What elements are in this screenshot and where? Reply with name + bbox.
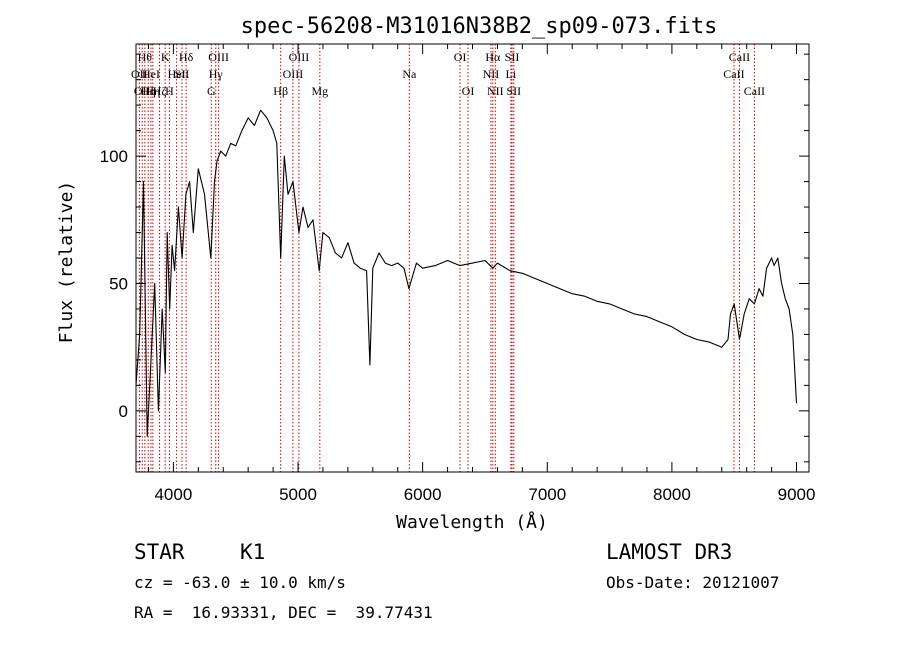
line-label-23: Hα [485,50,501,64]
line-label-20: OI [454,50,467,64]
line-label-10: SII [175,67,190,81]
spectrum-line [135,109,798,437]
y-tick-label-0: 0 [119,402,128,421]
line-label-25: Li [506,67,517,81]
line-label-5: Hη [145,84,160,98]
line-label-17: OIII [289,50,310,64]
y-tick-label-2: 100 [100,147,128,166]
line-label-30: CaII [744,84,765,98]
line-label-4: HeI [142,67,160,81]
x-tick-label-3: 7000 [528,485,566,504]
line-label-24: NII [487,84,504,98]
line-label-8: H [165,84,174,98]
line-label-18: Mg [311,84,328,98]
x-tick-label-0: 4000 [154,485,192,504]
plot-frame [135,43,810,473]
line-label-7: K [161,50,170,64]
line-label-11: Hδ [179,50,194,64]
line-label-19: Na [402,67,417,81]
line-label-27: SII [506,84,521,98]
line-label-22: NII [483,67,500,81]
chart-title: spec-56208-M31016N38B2_sp09-073.fits [241,14,718,39]
object-subclass: K1 [240,540,266,564]
line-label-16: OIII [283,67,304,81]
x-tick-label-1: 5000 [279,485,317,504]
coordinates: RA = 16.93331, DEC = 39.77431 [134,603,433,622]
line-label-9: HeI [168,67,186,81]
obs-date: Obs-Date: 20121007 [606,573,780,592]
survey-name: LAMOST DR3 [606,540,733,564]
x-tick-label-5: 9000 [778,485,816,504]
x-tick-label-2: 6000 [404,485,442,504]
line-label-15: Hβ [273,84,288,98]
line-label-21: OI [462,84,475,98]
line-label-14: OIII [208,50,229,64]
line-label-29: CaII [729,50,750,64]
x-axis-label: Wavelength (Å) [396,511,548,533]
line-label-1: OII [134,84,151,98]
line-label-28: CaII [723,67,744,81]
line-label-3: Hη [141,84,156,98]
x-tick-label-4: 8000 [653,485,691,504]
velocity-readout: cz = -63.0 ± 10.0 km/s [134,573,346,592]
y-axis-label: Flux (relative) [56,181,77,344]
line-label-6: Hζ [153,84,167,98]
y-tick-label-1: 50 [109,274,128,293]
line-label-26: SII [505,50,520,64]
line-label-13: Hγ [209,67,224,81]
line-label-0: OII [131,67,148,81]
line-label-2: Hθ [138,50,153,64]
object-class: STAR [134,540,185,564]
line-label-12: G [207,84,216,98]
